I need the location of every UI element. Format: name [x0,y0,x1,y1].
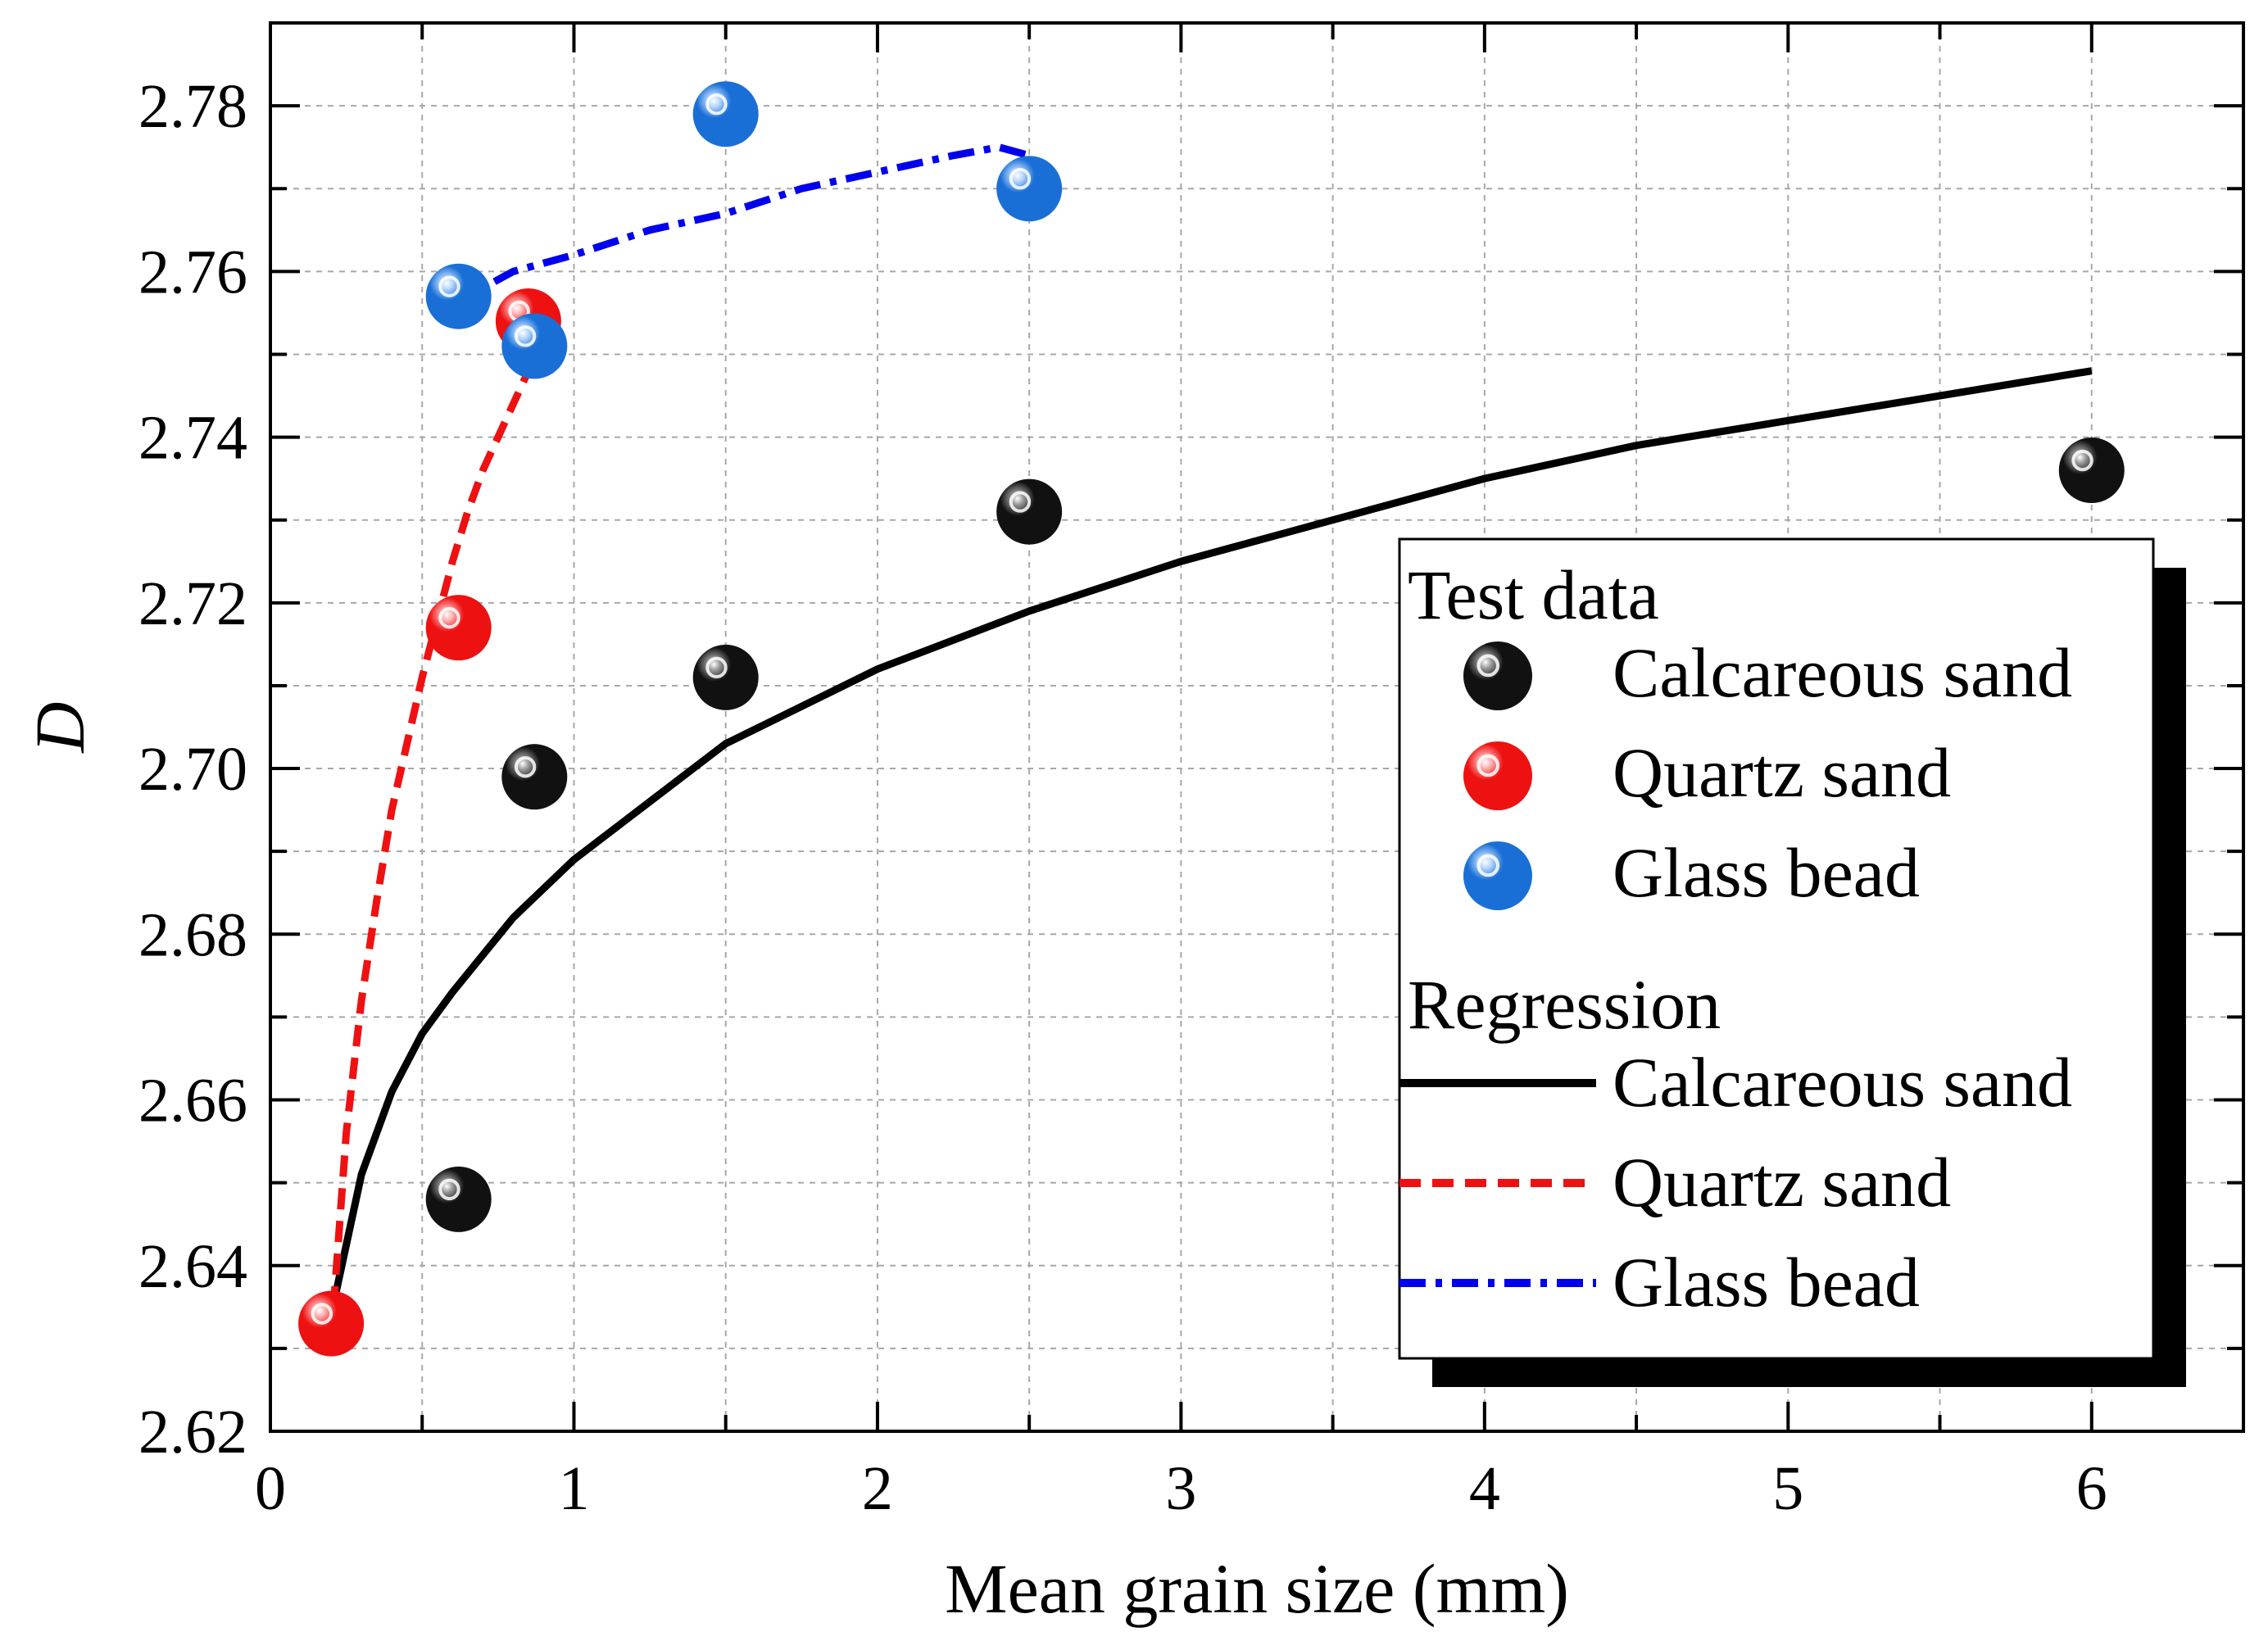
legend-label-glass-bead: Glass bead [1613,833,1920,912]
data-point-calcareous-sand [2058,437,2125,504]
legend: Test data Calcareous sand Quartz sand Glas… [1398,537,2186,1387]
marker-highlight [1476,854,1500,877]
legend-heading-regression: Regression [1408,965,1721,1044]
marker-ball [2058,437,2125,504]
data-point-quartz-sand [425,595,492,661]
x-tick-label: 5 [1772,1454,1803,1523]
x-axis-title: Mean grain size (mm) [945,1549,1569,1628]
y-tick-label: 2.64 [138,1232,247,1301]
y-tick-label: 2.62 [138,1398,247,1466]
marker-ball [298,1290,365,1357]
x-tick-label: 0 [255,1454,286,1523]
y-tick-label: 2.78 [138,72,247,141]
marker-ball [1463,741,1532,810]
marker-ball [1463,841,1532,910]
legend-marker-calcareous-sand [1463,641,1532,710]
x-tick-label: 4 [1469,1454,1500,1523]
y-tick-label: 2.72 [138,569,247,638]
marker-ball [425,1166,492,1232]
legend-test-items: Calcareous sand Quartz sand Glass bead [1463,633,2072,912]
marker-highlight [438,275,460,297]
legend-heading-test-data: Test data [1408,555,1659,634]
y-tick-label: 2.74 [138,404,247,473]
data-point-calcareous-sand [501,744,568,810]
marker-highlight [1009,168,1032,190]
regression-line-calcareous-sand [327,367,2093,1317]
marker-highlight [1476,754,1500,777]
legend-label-regression-quartz-sand: Quartz sand [1613,1143,1951,1222]
marker-highlight [1009,491,1032,513]
marker-highlight [311,1303,333,1325]
data-point-glass-bead [996,156,1063,222]
marker-ball [501,744,568,810]
y-axis-title: D [20,701,99,753]
x-tick-label: 3 [1165,1454,1196,1523]
marker-ball [996,478,1063,545]
regression-line-quartz-sand [327,369,532,1341]
legend-label-calcareous-sand: Calcareous sand [1613,633,2072,712]
marker-ball [425,263,492,329]
y-tick-label: 2.76 [138,238,247,306]
regression-lines [327,143,2093,1341]
legend-marker-glass-bead [1463,841,1532,910]
marker-ball [501,313,568,379]
legend-label-quartz-sand: Quartz sand [1613,733,1951,812]
regression-line-glass-bead [450,143,1031,316]
data-point-glass-bead [692,81,759,147]
legend-marker-quartz-sand [1463,741,1532,810]
y-tick-label: 2.66 [138,1067,247,1136]
marker-highlight [438,1178,460,1201]
marker-highlight [2071,449,2093,472]
tick-labels: 0 1 2 3 4 5 6 2.62 2.64 2.66 2.68 2.70 2.72 2.74 2.76 2… [138,72,2107,1523]
marker-ball [996,156,1063,222]
data-point-glass-bead [501,313,568,379]
marker-ball [1463,641,1532,710]
marker-highlight [1476,654,1500,678]
marker-highlight [514,325,537,347]
marker-highlight [705,656,728,679]
legend-regression-items: Calcareous sand Quartz sand Glass bead [1399,1043,2072,1321]
marker-highlight [705,93,728,116]
data-point-quartz-sand [298,1290,365,1357]
plot-frame [269,21,2245,1433]
x-tick-label: 1 [558,1454,589,1523]
data-point-calcareous-sand [425,1166,492,1232]
marker-highlight [514,755,537,778]
data-point-glass-bead [425,263,492,329]
legend-label-regression-calcareous-sand: Calcareous sand [1613,1043,2072,1122]
axis-ticks [269,21,2245,1433]
x-tick-label: 6 [2076,1454,2107,1523]
y-tick-label: 2.68 [138,900,247,969]
marker-ball [692,644,759,710]
marker-highlight [438,606,460,629]
marker-ball [425,595,492,661]
test-data-points [298,81,2125,1357]
y-tick-label: 2.70 [138,735,247,804]
data-point-calcareous-sand [692,644,759,710]
x-tick-label: 2 [862,1454,893,1523]
marker-ball [692,81,759,147]
data-point-calcareous-sand [996,478,1063,545]
legend-label-regression-glass-bead: Glass bead [1613,1243,1920,1321]
